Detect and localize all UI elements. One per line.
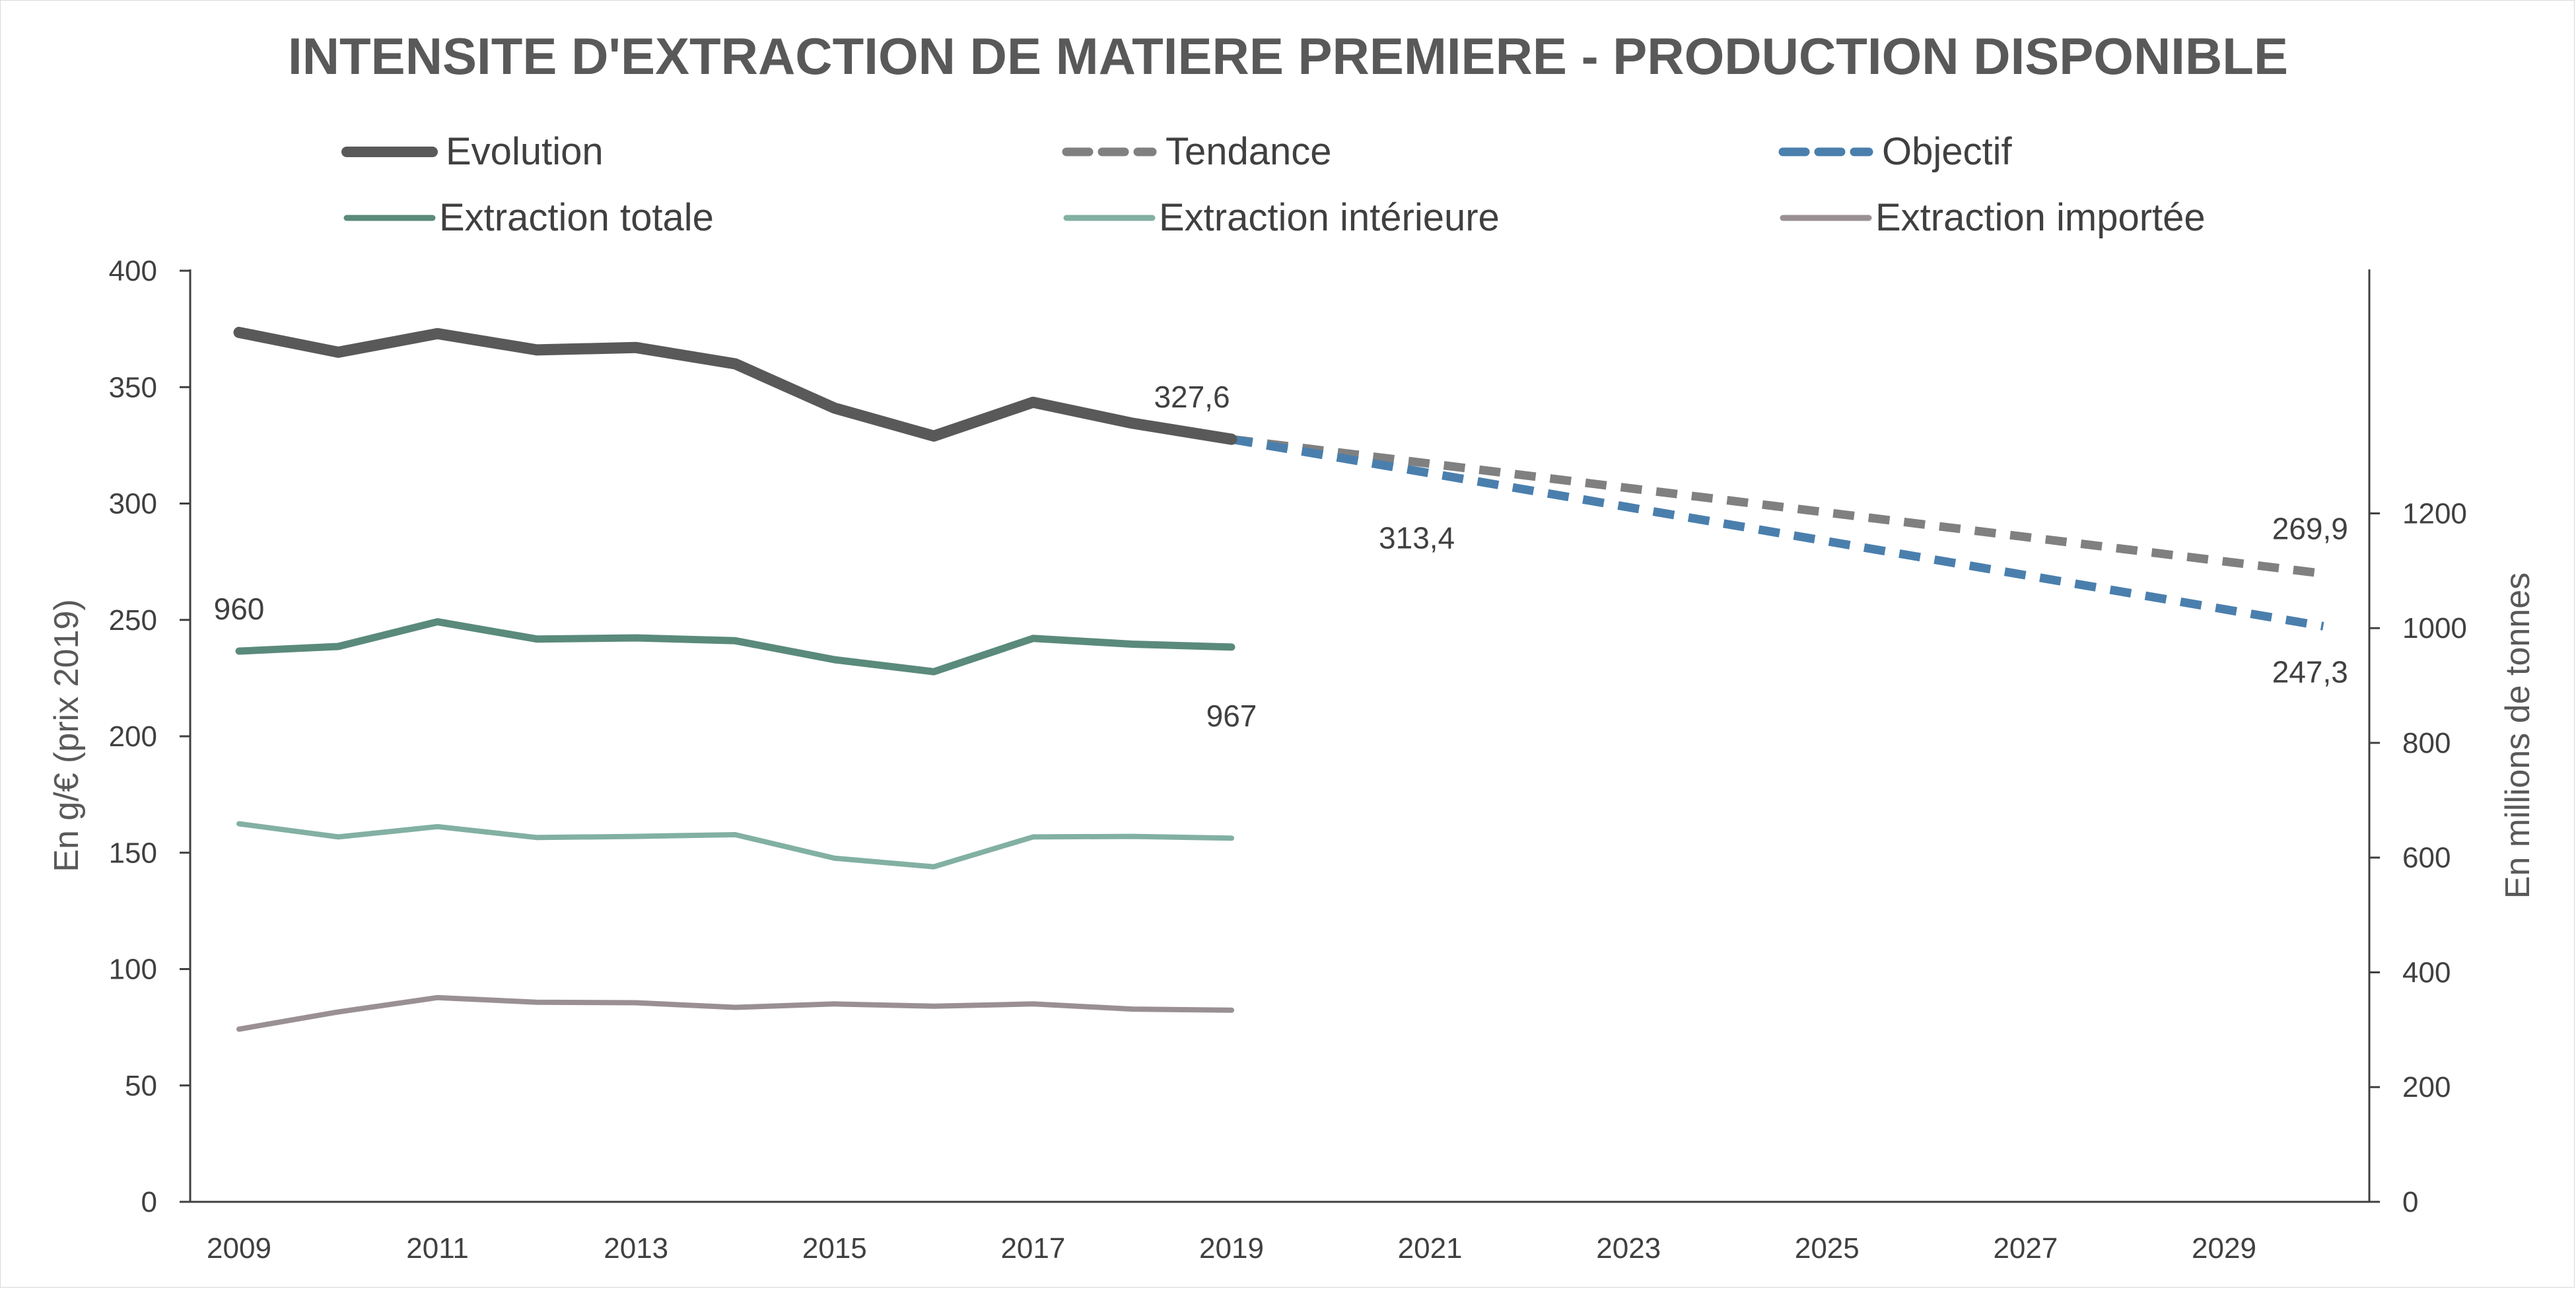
x-tick-label: 2027 [1993, 1232, 2058, 1265]
data-label: 269,9 [2272, 512, 2348, 546]
chart-title: INTENSITE D'EXTRACTION DE MATIERE PREMIE… [288, 27, 2288, 85]
left-tick-label: 300 [109, 488, 157, 520]
right-tick-label: 1200 [2402, 497, 2467, 530]
left-tick-label: 50 [125, 1070, 157, 1102]
left-tick-label: 100 [109, 954, 157, 986]
left-tick-label: 250 [109, 604, 157, 637]
series-line-extraction-int-rieure [236, 821, 1234, 870]
data-label: 960 [214, 592, 265, 626]
x-tick-label: 2011 [406, 1232, 469, 1265]
series-line-extraction-totale [235, 618, 1236, 676]
y-axis-right-title: En millions de tonnes [2499, 573, 2537, 899]
series-line-evolution [233, 326, 1237, 445]
right-tick-label: 1000 [2402, 612, 2467, 644]
left-tick-label: 150 [109, 837, 157, 869]
x-tick-label: 2013 [604, 1232, 668, 1265]
series-line-extraction-import-e [236, 994, 1234, 1032]
legend-label-extraction-interieure: Extraction intérieure [1159, 196, 1500, 239]
x-tick-label: 2029 [2192, 1232, 2256, 1265]
right-tick-label: 0 [2402, 1186, 2418, 1218]
data-label: 327,6 [1154, 380, 1230, 414]
right-tick-label: 800 [2402, 727, 2451, 759]
right-tick-label: 600 [2402, 842, 2451, 874]
x-tick-label: 2019 [1199, 1232, 1264, 1265]
series-line-tendance [1231, 435, 2324, 578]
legend-label-tendance: Tendance [1166, 130, 1332, 173]
left-tick-label: 200 [109, 720, 157, 753]
right-tick-label: 200 [2402, 1071, 2451, 1103]
left-tick-label: 0 [141, 1186, 157, 1218]
x-tick-label: 2017 [1000, 1232, 1065, 1265]
legend-label-objectif: Objectif [1882, 130, 2013, 173]
x-tick-label: 2021 [1398, 1232, 1463, 1265]
left-tick-label: 350 [109, 371, 157, 403]
x-tick-label: 2009 [207, 1232, 271, 1265]
legend-label-extraction-importee: Extraction importée [1875, 196, 2206, 239]
x-tick-label: 2025 [1795, 1232, 1860, 1265]
data-label: 313,4 [1379, 520, 1455, 555]
legend-label-evolution: Evolution [446, 130, 604, 173]
data-label: 247,3 [2272, 654, 2348, 689]
y-axis-left-title: En g/€ (prix 2019) [48, 599, 86, 872]
right-tick-label: 400 [2402, 956, 2451, 989]
legend-label-extraction-totale: Extraction totale [439, 196, 714, 239]
x-tick-label: 2023 [1596, 1232, 1661, 1265]
data-label: 967 [1206, 699, 1257, 733]
series-line-objectif [1230, 435, 2324, 631]
left-tick-label: 400 [109, 255, 157, 287]
x-tick-label: 2015 [802, 1232, 867, 1265]
